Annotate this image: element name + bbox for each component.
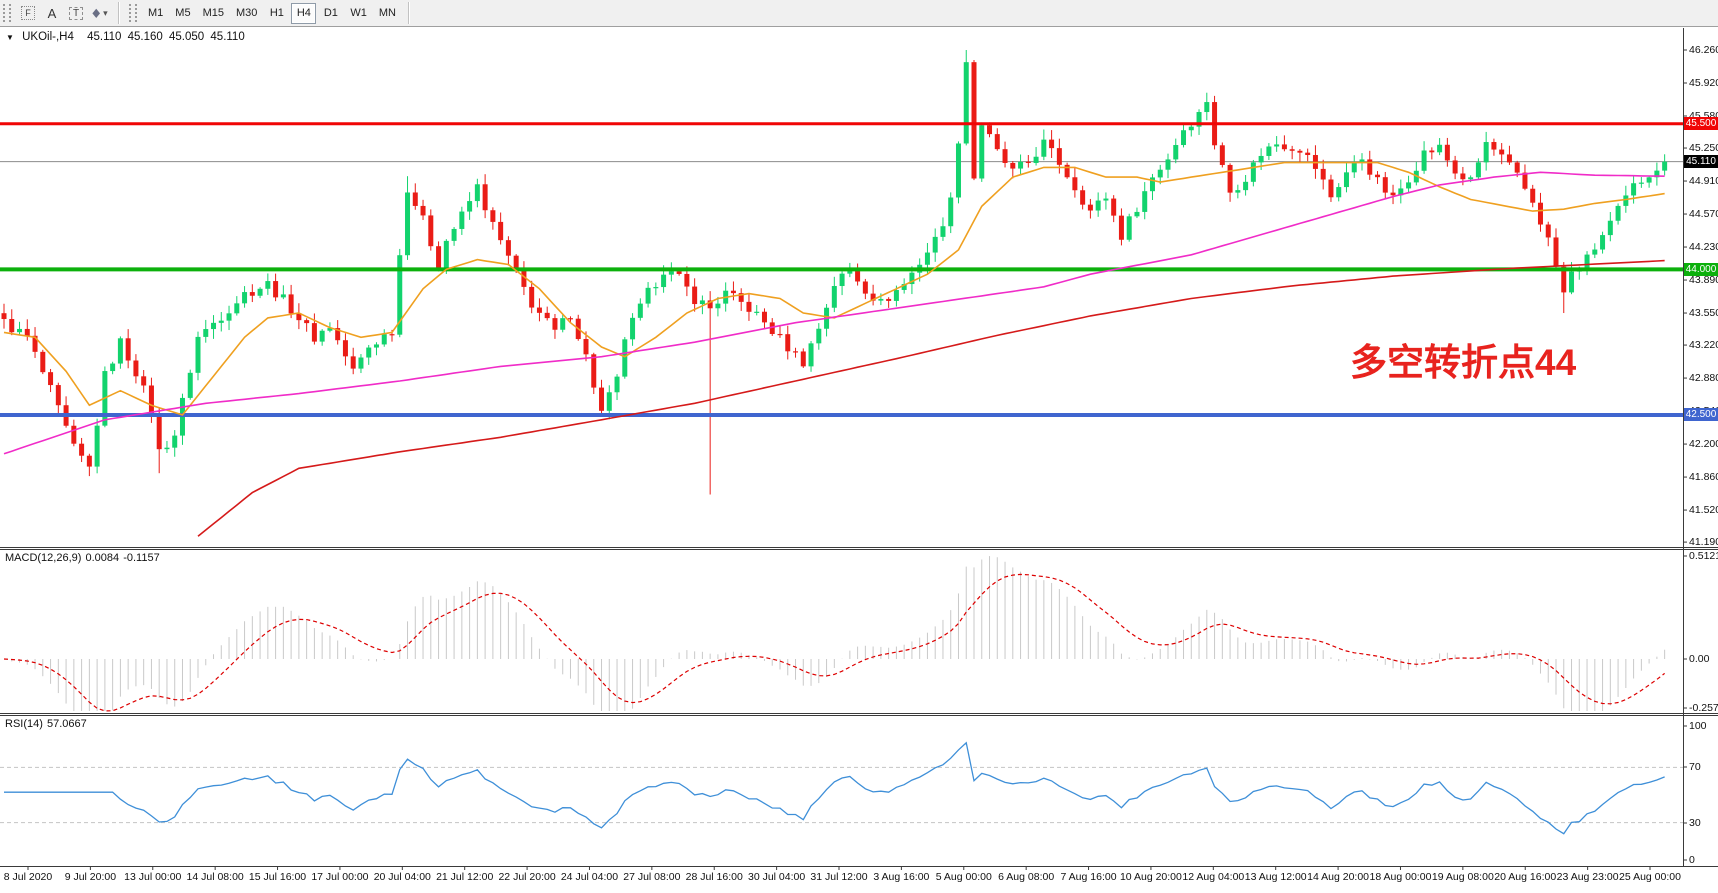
time-axis-label: 24 Jul 04:00: [560, 871, 619, 883]
time-axis-label: 7 Aug 16:00: [1060, 871, 1117, 883]
price-axis-label: 44.910: [1689, 175, 1718, 188]
price-axis-label: 44.570: [1689, 208, 1718, 221]
time-axis-label: 5 Aug 00:00: [935, 871, 992, 883]
timeframe-button-w1[interactable]: W1: [345, 3, 372, 24]
text-icon: A: [47, 5, 57, 21]
ma-mid: [3, 171, 1665, 455]
symbol-period-label: UKOil-,H4: [22, 31, 74, 43]
time-axis-label: 3 Aug 16:00: [873, 871, 930, 883]
text-label-tool-button[interactable]: T: [64, 2, 88, 24]
dropdown-caret-icon: ▾: [103, 7, 108, 18]
toolbar-separator-2: [407, 2, 410, 24]
time-axis-label: 6 Aug 08:00: [998, 871, 1055, 883]
timeframe-button-m15[interactable]: M15: [198, 3, 229, 24]
rsi-axis-label: 0: [1689, 854, 1695, 866]
ohlc-values: 45.110 45.160 45.050 45.110: [87, 31, 245, 43]
price-axis-label: 44.230: [1689, 241, 1718, 254]
level-badge-44.000: 44.000: [1684, 262, 1718, 276]
timeframe-button-m5[interactable]: M5: [170, 3, 195, 24]
time-axis-label: 17 Jul 00:00: [311, 871, 369, 883]
level-badge-42.500: 42.500: [1684, 408, 1718, 422]
chart-annotation: 多空转折点44: [1350, 342, 1577, 383]
price-axis-label: 43.890: [1689, 274, 1718, 287]
timeframe-button-h4[interactable]: H4: [291, 2, 317, 24]
macd-histogram: [11, 556, 1666, 711]
time-axis-label: 8 Jul 2020: [3, 871, 53, 883]
time-axis-label: 10 Aug 20:00: [1119, 871, 1182, 883]
current-price-badge: 45.110: [1684, 155, 1718, 169]
rsi-axis-label: 100: [1689, 720, 1707, 732]
price-axis-label: 41.520: [1689, 504, 1718, 517]
collapse-triangle-icon[interactable]: ▼: [6, 33, 14, 42]
macd-axis-label: 0.00: [1689, 653, 1710, 665]
time-axis-label: 31 Jul 12:00: [810, 871, 868, 883]
text-label-icon: T: [68, 6, 84, 20]
time-axis-label: 25 Aug 00:00: [1619, 871, 1681, 883]
timeframe-toolbar-handle[interactable]: [129, 4, 137, 22]
ma-slow: [197, 259, 1665, 537]
rsi-header: RSI(14) 57.0667: [5, 718, 87, 730]
macd-header: MACD(12,26,9) 0.0084 -0.1157: [5, 552, 160, 564]
fibonacci-tool-button[interactable]: F: [16, 2, 40, 24]
timeframe-button-mn[interactable]: MN: [374, 3, 401, 24]
timeframe-button-h1[interactable]: H1: [264, 3, 289, 24]
macd-signal-line: [3, 573, 1666, 712]
price-axis-label: 43.220: [1689, 339, 1718, 352]
time-axis-label: 27 Jul 08:00: [623, 871, 681, 883]
timeframe-buttons: M1 M5 M15 M30 H1 H4 D1 W1 MN: [142, 2, 402, 24]
toolbar: F A T ◆ ▾ M1 M5 M15 M30 H1 H4 D1 W1 MN: [0, 0, 1718, 27]
time-axis-label: 19 Aug 08:00: [1431, 871, 1494, 883]
arrows-icon: ◆: [92, 6, 101, 20]
price-axis-label: 41.860: [1689, 471, 1718, 484]
time-axis-label: 21 Jul 12:00: [436, 871, 494, 883]
arrows-tool-button[interactable]: ◆ ▾: [88, 2, 112, 24]
rsi-line: [4, 741, 1665, 835]
time-axis-label: 14 Aug 20:00: [1307, 871, 1370, 883]
time-axis-label: 15 Jul 16:00: [248, 871, 307, 883]
time-axis-label: 23 Aug 23:00: [1556, 871, 1619, 883]
price-axis-label: 41.190: [1689, 536, 1718, 549]
time-axis-label: 12 Aug 04:00: [1182, 871, 1245, 883]
time-axis-label: 9 Jul 20:00: [64, 871, 117, 883]
chart-title: ▼ UKOil-,H4 45.110 45.160 45.050 45.110: [6, 31, 245, 43]
price-axis-label: 42.200: [1689, 438, 1718, 451]
time-axis-label: 13 Jul 00:00: [124, 871, 182, 883]
toolbar-drag-handle[interactable]: [3, 4, 11, 22]
time-axis-label: 20 Jul 04:00: [373, 871, 431, 883]
macd-axis-label: -0.2578: [1689, 702, 1718, 714]
price-axis-label: 46.260: [1689, 44, 1718, 56]
time-axis-label: 13 Aug 12:00: [1244, 871, 1307, 883]
price-axis-label: 43.550: [1689, 307, 1718, 320]
time-axis-label: 28 Jul 16:00: [685, 871, 743, 883]
price-axis-label: 42.880: [1689, 372, 1718, 385]
text-tool-button[interactable]: A: [40, 2, 64, 24]
level-badge-45.500: 45.500: [1684, 117, 1718, 131]
timeframe-button-m1[interactable]: M1: [143, 3, 168, 24]
time-axis-label: 30 Jul 04:00: [748, 871, 806, 883]
macd-axis-label: 0.5121: [1689, 550, 1718, 562]
timeframe-button-m30[interactable]: M30: [231, 3, 262, 24]
time-axis-label: 20 Aug 16:00: [1494, 871, 1557, 883]
rsi-axis-label: 30: [1689, 817, 1701, 829]
timeframe-button-d1[interactable]: D1: [318, 3, 343, 24]
time-axis-label: 18 Aug 00:00: [1369, 871, 1432, 883]
candlestick-series: [1, 50, 1668, 495]
price-axis-label: 45.250: [1689, 142, 1718, 155]
time-axis-label: 22 Jul 20:00: [498, 871, 556, 883]
fibonacci-icon: F: [21, 6, 35, 20]
toolbar-separator: [118, 2, 120, 24]
rsi-axis-label: 70: [1689, 761, 1701, 773]
price-axis-label: 45.920: [1689, 77, 1718, 89]
time-axis-label: 14 Jul 08:00: [186, 871, 244, 883]
